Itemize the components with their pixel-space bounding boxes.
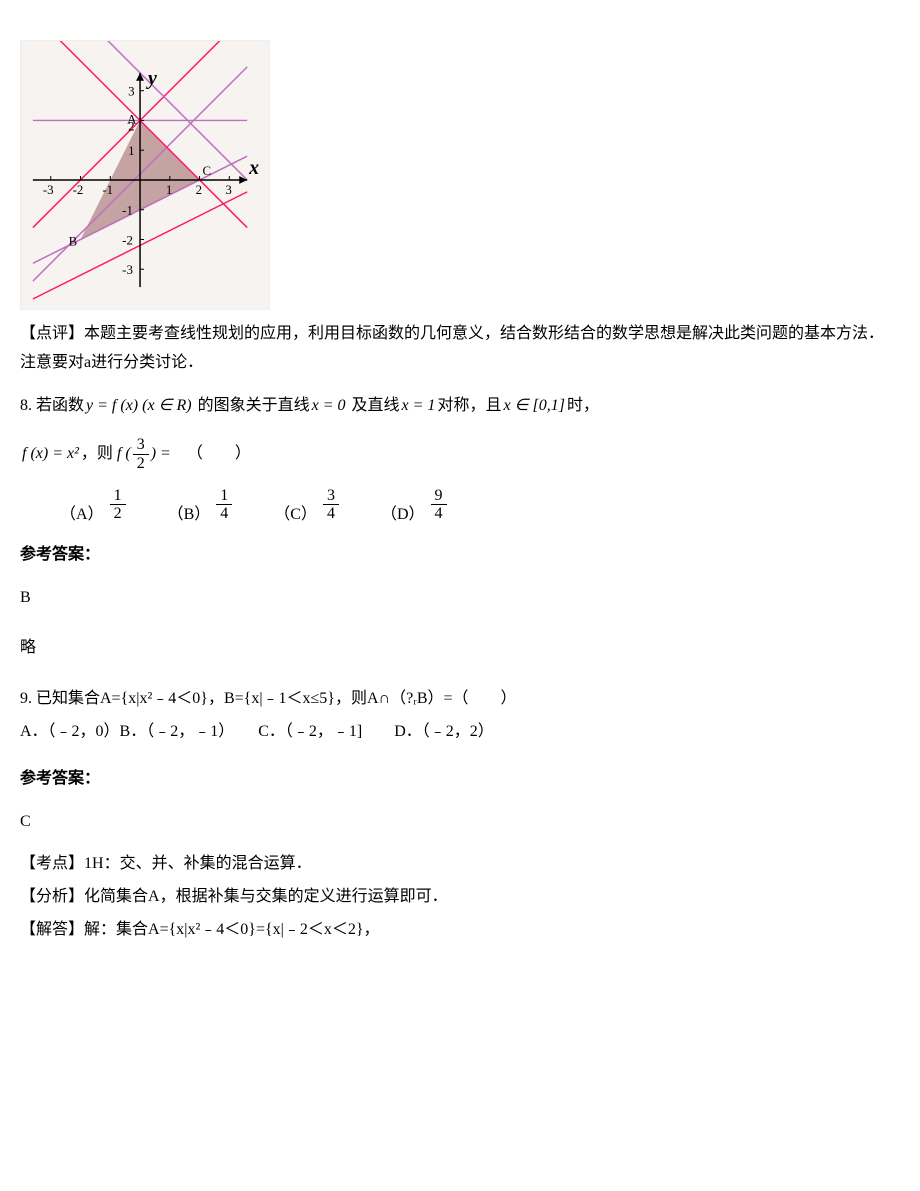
- q9-fenxi: 【分析】化简集合A，根据补集与交集的定义进行运算即可．: [20, 883, 900, 912]
- q8-choice-b: （B） 14: [168, 487, 235, 523]
- q8-choice-b-lab: （B）: [168, 507, 211, 523]
- q8-choice-a: （A） 12: [60, 487, 128, 523]
- svg-text:3: 3: [225, 183, 231, 197]
- svg-text:B: B: [69, 234, 78, 248]
- q7-comment: 【点评】本题主要考查线性规划的应用，利用目标函数的几何意义，结合数形结合的数学思…: [20, 320, 900, 378]
- q8-mid3: 对称，且: [437, 397, 501, 414]
- svg-text:-1: -1: [102, 183, 113, 197]
- svg-text:x: x: [248, 157, 259, 179]
- q8-ans-label: 参考答案：: [20, 541, 900, 570]
- q8-skip: 略: [20, 634, 900, 663]
- q8-fx2: f (x) = x²: [20, 445, 81, 462]
- q9-jd-text: 解：集合A={x|x²﹣4＜0}={x|﹣2＜x＜2}，: [84, 921, 380, 938]
- svg-text:-3: -3: [122, 263, 133, 277]
- q8-num: 8.: [20, 397, 32, 414]
- q9-fx-label: 【分析】: [20, 888, 84, 905]
- q9-ans-label: 参考答案：: [20, 765, 900, 794]
- svg-text:-1: -1: [122, 204, 133, 218]
- svg-text:-2: -2: [122, 233, 133, 247]
- q8-choices: （A） 12 （B） 14 （C） 34 （D） 94: [60, 487, 900, 523]
- q8-cond3: x ∈ [0,1]: [501, 397, 567, 414]
- q8-line2: f (x) = x²，则 f (32) = （ ）: [20, 436, 900, 472]
- q8-choice-d-frac: 94: [431, 487, 447, 523]
- q8-choice-c-lab: （C）: [274, 507, 317, 523]
- q8-cond2: x = 1: [400, 397, 438, 414]
- svg-text:-3: -3: [43, 183, 54, 197]
- q8-fdef: y = f (x) (x ∈ R): [84, 397, 194, 414]
- q9-stem: 9. 已知集合A={x|x²﹣4＜0}，B={x|﹣1＜x≤5}，则A∩（?ᵣB…: [20, 685, 900, 714]
- q8-ask: f (32) =: [117, 436, 171, 472]
- q8-line2-mid: ，则: [81, 445, 113, 462]
- svg-text:3: 3: [128, 85, 134, 99]
- q9-jieda: 【解答】解：集合A={x|x²﹣4＜0}={x|﹣2＜x＜2}，: [20, 916, 900, 945]
- q8-mid2: 及直线: [352, 397, 400, 414]
- q8-choice-c: （C） 34: [274, 487, 341, 523]
- lp-region-chart: xy-3-2-1123-3-2-1132ABC: [20, 40, 270, 310]
- q8-choice-c-frac: 34: [323, 487, 339, 523]
- q8-line1: 8. 若函数y = f (x) (x ∈ R) 的图象关于直线x = 0 及直线…: [20, 392, 900, 421]
- svg-text:-2: -2: [73, 183, 84, 197]
- q8-choice-d-lab: （D）: [381, 507, 425, 523]
- q8-blank: （ ）: [187, 445, 251, 462]
- svg-text:C: C: [203, 164, 212, 178]
- q8-mid4: 时，: [567, 397, 599, 414]
- q8-ans: B: [20, 584, 900, 613]
- q8-choice-a-frac: 12: [110, 487, 126, 523]
- q9-choices: A．（﹣2，0）B．（﹣2，﹣1） C．（﹣2，﹣1] D．（﹣2，2）: [20, 718, 900, 747]
- comment-label: 【点评】: [20, 325, 84, 342]
- svg-text:A: A: [127, 112, 137, 126]
- q9-num: 9.: [20, 690, 32, 707]
- comment-text: 本题主要考查线性规划的应用，利用目标函数的几何意义，结合数形结合的数学思想是解决…: [20, 325, 884, 371]
- q9-kd-label: 【考点】: [20, 855, 84, 872]
- svg-text:y: y: [146, 68, 157, 90]
- q8-mid1: 的图象关于直线: [198, 397, 310, 414]
- q8-choice-a-lab: （A）: [60, 507, 104, 523]
- q8-ask-frac: 32: [133, 436, 149, 472]
- q9-fx-text: 化简集合A，根据补集与交集的定义进行运算即可．: [84, 888, 448, 905]
- q9-ans: C: [20, 808, 900, 837]
- q9-kd-text: 1H：交、并、补集的混合运算．: [84, 855, 312, 872]
- chart-svg: xy-3-2-1123-3-2-1132ABC: [21, 41, 269, 309]
- q8-pre: 若函数: [36, 397, 84, 414]
- q8-choice-d: （D） 94: [381, 487, 449, 523]
- q9-kaodian: 【考点】1H：交、并、补集的混合运算．: [20, 850, 900, 879]
- q8-cond1: x = 0: [310, 397, 348, 414]
- q8-choice-b-frac: 14: [216, 487, 232, 523]
- q9-stem-text: 已知集合A={x|x²﹣4＜0}，B={x|﹣1＜x≤5}，则A∩（?ᵣB）=（…: [36, 690, 517, 707]
- svg-text:2: 2: [196, 183, 202, 197]
- svg-text:1: 1: [128, 144, 134, 158]
- q9-jd-label: 【解答】: [20, 921, 84, 938]
- svg-text:1: 1: [166, 183, 172, 197]
